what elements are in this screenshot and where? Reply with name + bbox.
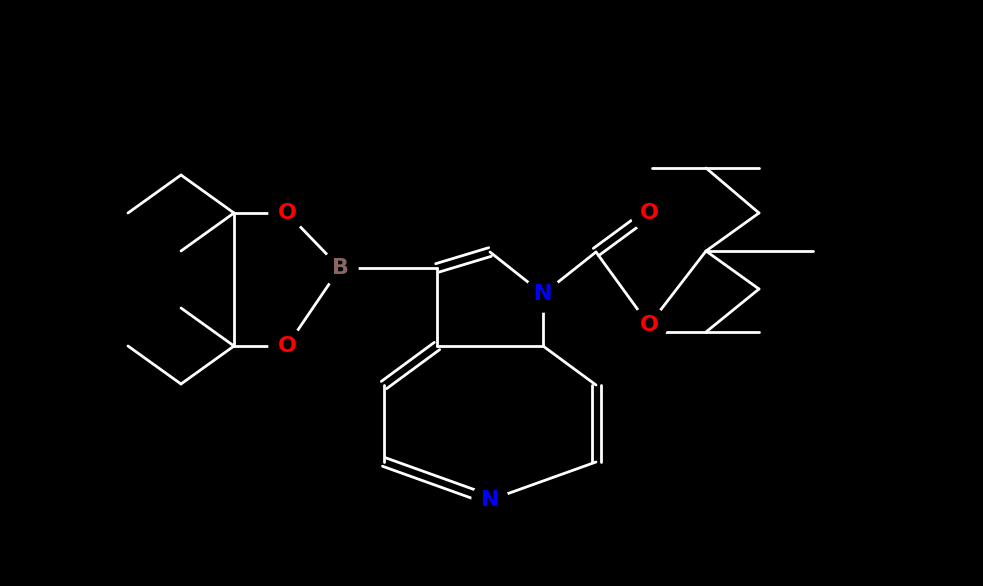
Circle shape: [472, 482, 508, 518]
Circle shape: [322, 250, 358, 286]
Text: O: O: [640, 315, 659, 335]
Circle shape: [631, 307, 667, 343]
Text: O: O: [277, 203, 297, 223]
Circle shape: [269, 328, 305, 364]
Text: N: N: [481, 490, 499, 510]
Text: B: B: [331, 258, 349, 278]
Circle shape: [525, 276, 561, 312]
Text: O: O: [640, 203, 659, 223]
Circle shape: [269, 195, 305, 231]
Text: O: O: [277, 336, 297, 356]
Circle shape: [631, 195, 667, 231]
Text: N: N: [534, 284, 552, 304]
